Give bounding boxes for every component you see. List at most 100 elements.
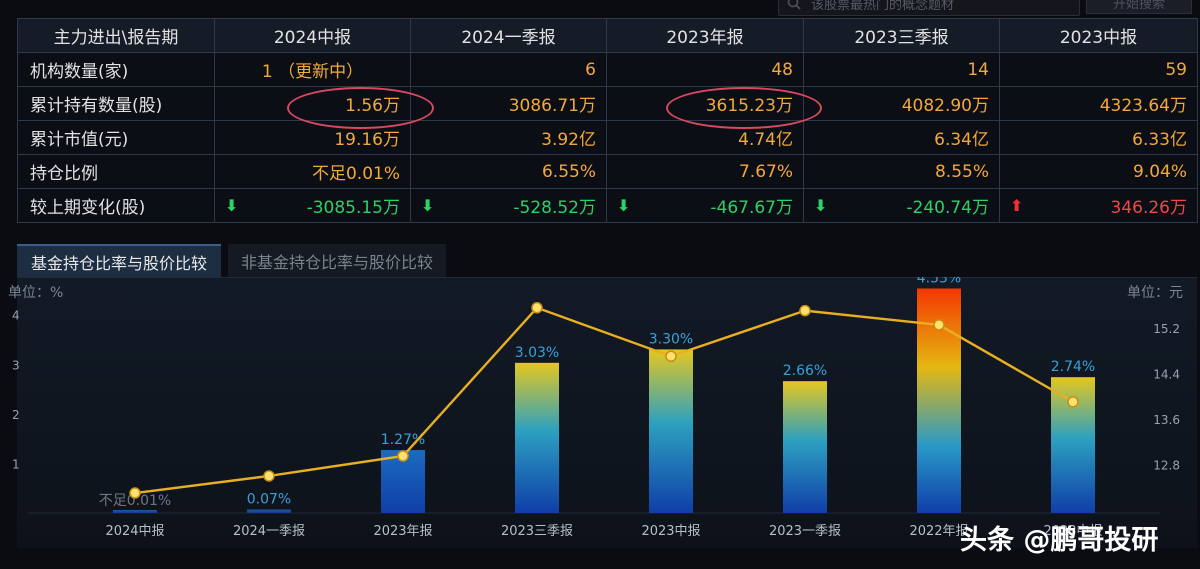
down-arrow-icon: ⬇: [225, 196, 239, 215]
down-arrow-icon: ⬇: [421, 196, 435, 215]
left-tick-label: 3: [12, 358, 20, 372]
right-tick-label: 12.8: [1153, 459, 1180, 473]
left-tick-label: 4: [12, 309, 20, 323]
bar: [515, 362, 559, 513]
bar-value-label: 0.07%: [247, 492, 291, 508]
table-cell: 6.55%: [410, 154, 607, 189]
price-point: [1067, 396, 1079, 408]
category-label: 2023中报: [641, 524, 700, 539]
price-point: [665, 350, 677, 362]
table-cell: 3.92亿: [410, 120, 607, 155]
change-cell: ⬇ -240.74万: [803, 188, 1000, 223]
table-cell: 6.33亿: [999, 120, 1198, 155]
bar: [649, 349, 693, 513]
bar: [113, 510, 157, 513]
category-label: 2022年报: [909, 524, 968, 539]
tab-non-fund-holdings[interactable]: 非基金持仓比率与股价比较: [228, 244, 446, 277]
right-tick-label: 14.4: [1153, 367, 1180, 381]
search-placeholder: 该股票最热门的概念题材: [811, 0, 955, 13]
down-arrow-icon: ⬇: [814, 196, 828, 215]
table-cell: 8.55%: [803, 154, 1000, 189]
row-label: 累计持有数量(股): [17, 86, 215, 121]
change-value: -240.74万: [906, 198, 989, 218]
price-point: [531, 302, 543, 314]
tab-fund-holdings[interactable]: 基金持仓比率与股价比较: [17, 244, 221, 277]
right-tick-label: 13.6: [1153, 413, 1180, 427]
bar-value-label: 不足0.01%: [99, 493, 171, 509]
period-header[interactable]: 2023年报: [606, 18, 804, 53]
price-point: [799, 304, 811, 317]
category-label: 2024一季报: [233, 524, 305, 539]
change-value: -467.67万: [710, 198, 793, 218]
bar-value-label: 2.66%: [783, 363, 827, 379]
table-cell: 14: [803, 52, 1000, 87]
highlight-circle: [666, 87, 822, 129]
price-point: [933, 319, 945, 331]
table-cell: 9.04%: [999, 154, 1198, 189]
table-cell: 3086.71万: [410, 86, 607, 121]
period-header[interactable]: 2024中报: [214, 18, 411, 53]
price-point: [129, 487, 141, 499]
category-label: 2024中报: [105, 524, 164, 539]
change-cell: ⬇ -528.52万: [410, 188, 607, 223]
search-icon: [787, 0, 801, 10]
row-label: 较上期变化(股): [17, 188, 215, 223]
table-cell: 不足0.01%: [214, 154, 411, 189]
table-row: 较上期变化(股) ⬇ -3085.15万 ⬇ -528.52万 ⬇ -467.67万 …: [17, 188, 1198, 223]
search-strip: 该股票最热门的概念题材 开始搜索: [778, 0, 1200, 16]
table-cell: 59: [999, 52, 1198, 87]
price-point: [397, 450, 409, 462]
search-button[interactable]: 开始搜索: [1086, 0, 1192, 14]
row-label: 机构数量(家): [17, 52, 215, 87]
table-row: 持仓比例 不足0.01% 6.55% 7.67% 8.55% 9.04%: [17, 154, 1198, 189]
corner-header: 主力进出\报告期: [17, 18, 215, 53]
change-value: -528.52万: [513, 198, 596, 218]
table-row: 累计持有数量(股) 1.56万 3086.71万 3615.23万 4082.9…: [17, 86, 1198, 121]
table-header-row: 主力进出\报告期 2024中报 2024一季报 2023年报 2023三季报 2…: [17, 18, 1198, 53]
table-cell: 7.67%: [606, 154, 804, 189]
change-cell: ⬆ 346.26万: [999, 188, 1198, 223]
up-arrow-icon: ⬆: [1010, 196, 1024, 215]
table-cell: 48: [606, 52, 804, 87]
bar: [783, 381, 827, 513]
right-tick-label: 15.2: [1153, 322, 1180, 336]
table-row: 累计市值(元) 19.16万 3.92亿 4.74亿 6.34亿 6.33亿: [17, 120, 1198, 155]
category-label: 2023三季报: [501, 524, 573, 539]
left-unit-label: 单位：%: [8, 285, 63, 301]
holding-price-chart: 单位：% 单位：元 1 2 3 4 12.8 13.6 14.4 15.2 不足0.01% 0.07%…: [8, 277, 1183, 539]
holdings-table: 主力进出\报告期 2024中报 2024一季报 2023年报 2023三季报 2…: [17, 18, 1198, 223]
left-tick-label: 1: [12, 457, 20, 471]
table-cell: 6: [410, 52, 607, 87]
price-line: [134, 306, 1074, 495]
bar-value-label: 3.03%: [515, 345, 559, 361]
period-header[interactable]: 2023中报: [999, 18, 1198, 53]
down-arrow-icon: ⬇: [617, 196, 631, 215]
change-cell: ⬇ -467.67万: [606, 188, 804, 223]
bar-value-label: 4.53%: [917, 277, 961, 286]
table-cell: 6.34亿: [803, 120, 1000, 155]
chart-panel: [17, 277, 1197, 548]
change-value: 346.26万: [1110, 198, 1187, 218]
table-cell: 4082.90万: [803, 86, 1000, 121]
change-cell: ⬇ -3085.15万: [214, 188, 411, 223]
bar-value-label: 3.30%: [649, 331, 693, 347]
bar: [247, 509, 291, 513]
left-tick-label: 2: [12, 408, 20, 422]
row-label: 持仓比例: [17, 154, 215, 189]
table-row: 机构数量(家) 1 （更新中） 6 48 14 59: [17, 52, 1198, 87]
period-header[interactable]: 2024一季报: [410, 18, 607, 53]
bar-value-label: 2.74%: [1051, 359, 1095, 375]
price-point: [263, 470, 275, 482]
category-label: 2023年报: [373, 524, 432, 539]
row-label: 累计市值(元): [17, 120, 215, 155]
category-label: 2023一季报: [769, 524, 841, 539]
search-box[interactable]: 该股票最热门的概念题材: [778, 0, 1080, 16]
category-label: 2023中报: [1043, 524, 1102, 539]
change-value: -3085.15万: [306, 198, 400, 218]
table-cell: 1 （更新中）: [214, 52, 411, 87]
table-cell: 4323.64万: [999, 86, 1198, 121]
watermark: 头条 @鹏哥投研: [960, 525, 1159, 556]
right-unit-label: 单位：元: [1127, 285, 1183, 301]
period-header[interactable]: 2023三季报: [803, 18, 1000, 53]
highlight-circle: [287, 87, 434, 129]
